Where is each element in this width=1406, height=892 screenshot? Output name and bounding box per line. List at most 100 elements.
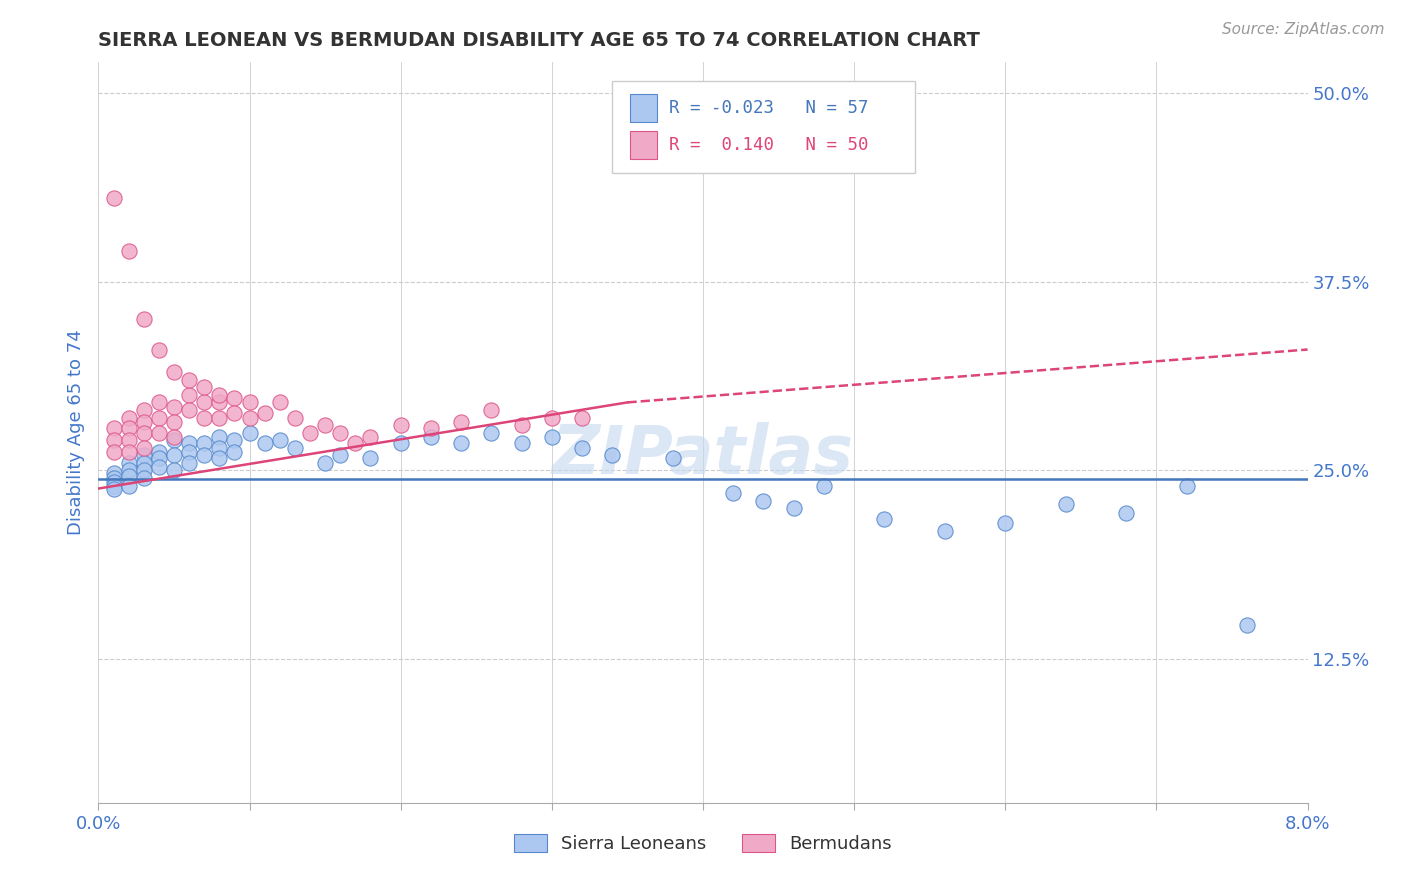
Point [360, 430, 382, 444]
Point [253, 406, 276, 420]
Point [420, 430, 443, 444]
Point [602, 448, 624, 462]
Point [208, 395, 231, 409]
Point [193, 410, 215, 425]
Point [450, 415, 472, 429]
Point [253, 436, 276, 450]
Point [193, 448, 215, 462]
Point [118, 463, 141, 477]
Text: SIERRA LEONEAN VS BERMUDAN DISABILITY AGE 65 TO 74 CORRELATION CHART: SIERRA LEONEAN VS BERMUDAN DISABILITY AG… [98, 30, 980, 50]
Point [540, 410, 562, 425]
Point [148, 410, 170, 425]
Point [132, 456, 155, 470]
Point [132, 448, 155, 462]
Point [360, 451, 382, 466]
FancyBboxPatch shape [630, 94, 657, 121]
Point [163, 433, 186, 447]
Point [193, 395, 215, 409]
Point [179, 456, 201, 470]
Point [314, 456, 336, 470]
Point [389, 418, 412, 433]
Point [1115, 506, 1137, 520]
Point [329, 425, 352, 440]
Point [510, 436, 533, 450]
Point [132, 415, 155, 429]
Point [132, 471, 155, 485]
Point [132, 463, 155, 477]
Point [103, 482, 125, 496]
Point [132, 425, 155, 440]
Point [118, 433, 141, 447]
Point [148, 460, 170, 475]
Point [344, 436, 367, 450]
Point [752, 493, 775, 508]
Point [103, 467, 125, 481]
Point [571, 441, 593, 455]
Point [179, 388, 201, 402]
Text: Source: ZipAtlas.com: Source: ZipAtlas.com [1222, 22, 1385, 37]
Point [132, 312, 155, 326]
Point [163, 430, 186, 444]
Point [208, 451, 231, 466]
Point [118, 456, 141, 470]
Point [1175, 478, 1198, 492]
Point [813, 478, 835, 492]
Point [450, 436, 472, 450]
Point [118, 478, 141, 492]
Point [193, 436, 215, 450]
Point [103, 445, 125, 459]
Point [1054, 497, 1077, 511]
Point [118, 410, 141, 425]
Text: R = -0.023   N = 57: R = -0.023 N = 57 [669, 99, 869, 117]
Point [118, 421, 141, 435]
Point [103, 475, 125, 490]
Point [148, 343, 170, 357]
Point [994, 516, 1017, 531]
Point [179, 445, 201, 459]
Point [148, 425, 170, 440]
Point [269, 433, 291, 447]
Point [132, 403, 155, 417]
Point [934, 524, 956, 538]
Point [163, 463, 186, 477]
Point [239, 410, 262, 425]
Point [148, 451, 170, 466]
Point [148, 395, 170, 409]
Point [179, 436, 201, 450]
Point [118, 445, 141, 459]
Point [284, 441, 307, 455]
Point [873, 512, 896, 526]
Point [481, 425, 503, 440]
Point [420, 421, 443, 435]
FancyBboxPatch shape [630, 130, 657, 159]
Point [224, 391, 246, 405]
Point [163, 415, 186, 429]
Point [239, 425, 262, 440]
Point [103, 191, 125, 205]
Point [103, 433, 125, 447]
Legend: Sierra Leoneans, Bermudans: Sierra Leoneans, Bermudans [506, 827, 900, 861]
Point [208, 410, 231, 425]
Point [103, 478, 125, 492]
Point [314, 418, 336, 433]
Point [239, 395, 262, 409]
Point [299, 425, 322, 440]
Y-axis label: Disability Age 65 to 74: Disability Age 65 to 74 [66, 330, 84, 535]
Point [163, 365, 186, 379]
Point [208, 388, 231, 402]
Point [224, 406, 246, 420]
Point [510, 418, 533, 433]
Point [723, 486, 745, 500]
Point [103, 471, 125, 485]
Point [224, 445, 246, 459]
Point [179, 373, 201, 387]
FancyBboxPatch shape [613, 81, 915, 173]
Point [661, 451, 683, 466]
Point [329, 448, 352, 462]
Point [783, 501, 806, 516]
Point [103, 421, 125, 435]
Point [481, 403, 503, 417]
Point [179, 403, 201, 417]
Point [118, 469, 141, 483]
Point [571, 410, 593, 425]
